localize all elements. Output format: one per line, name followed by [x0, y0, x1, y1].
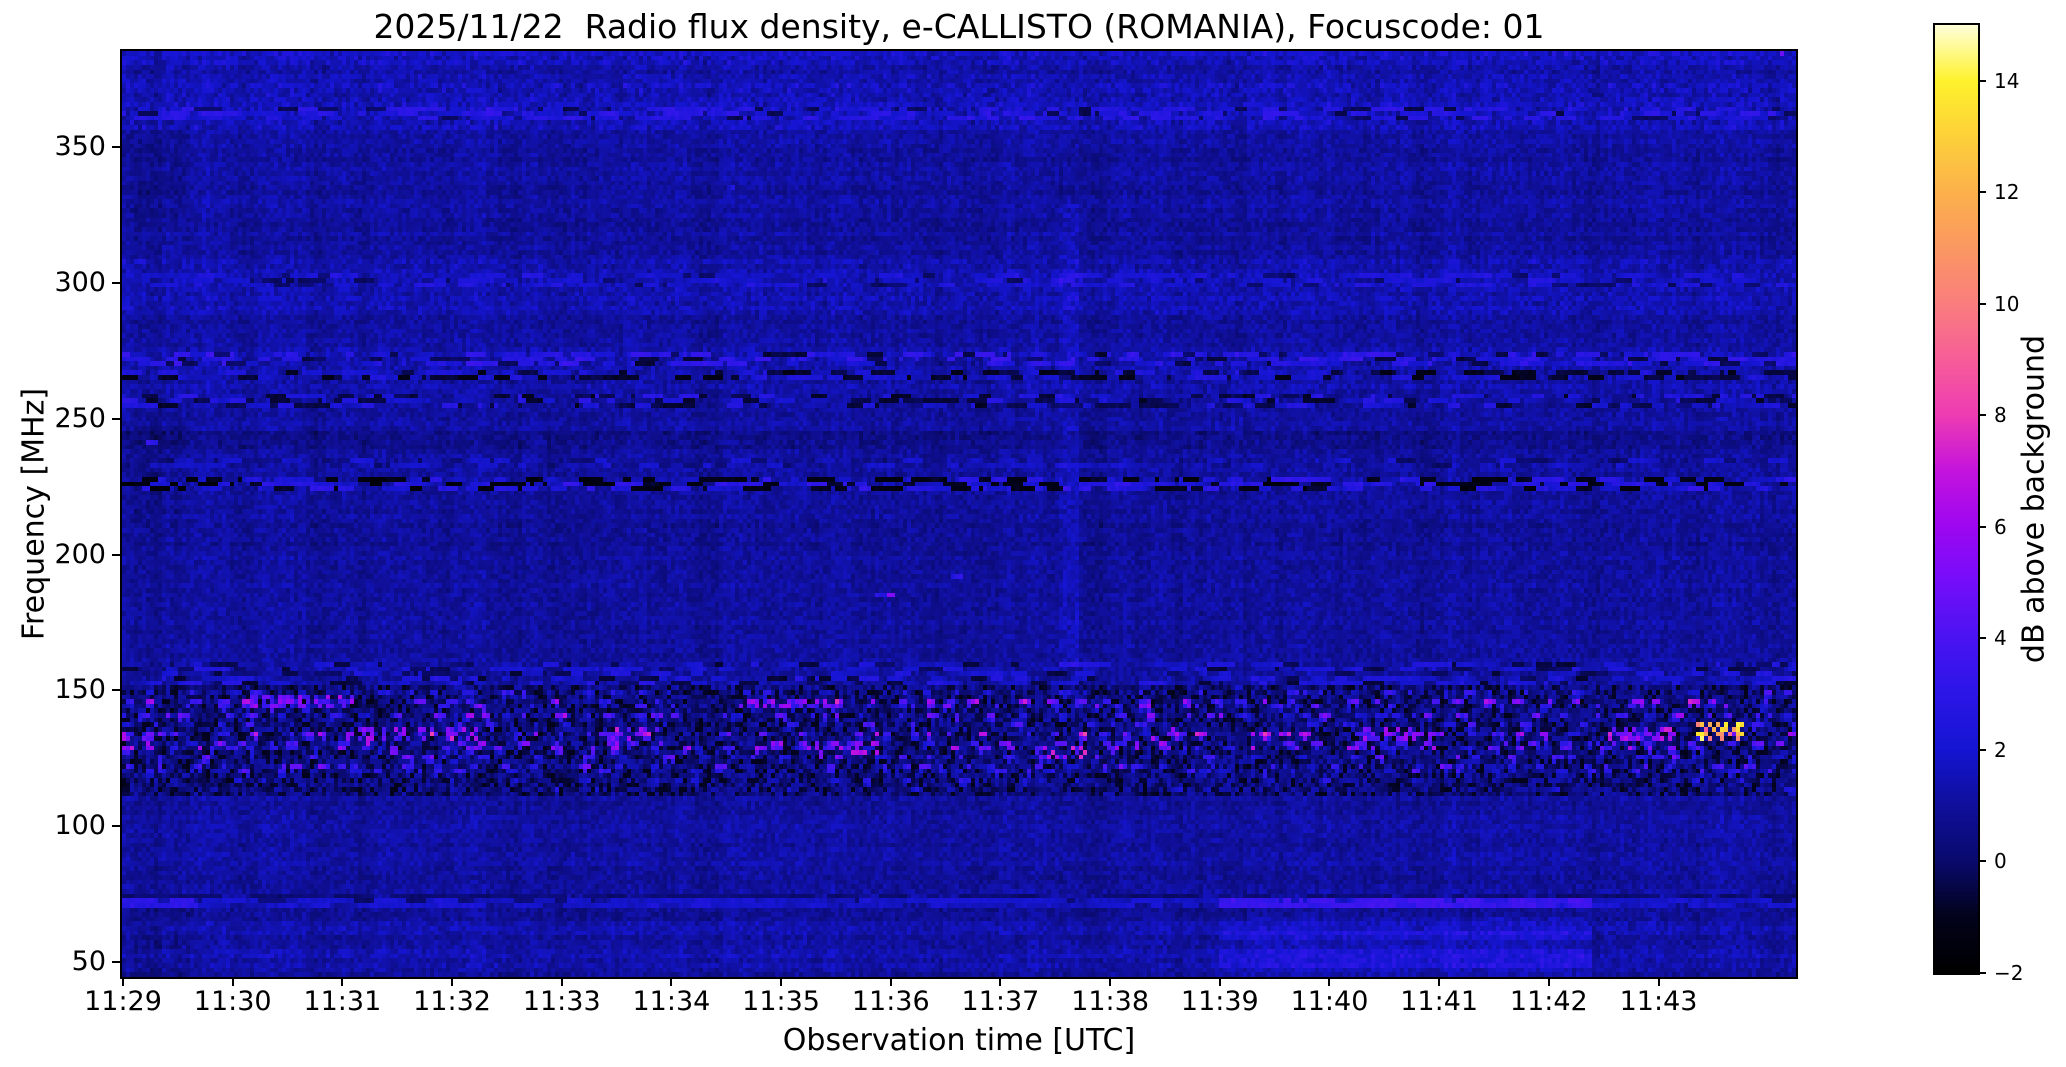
y-tick-mark: [112, 417, 122, 420]
colorbar-tick-mark: [1978, 79, 1986, 82]
x-tick-label: 11:30: [193, 986, 272, 1017]
x-tick-mark: [560, 977, 563, 986]
x-tick-mark: [1328, 977, 1331, 986]
y-tick-label: 200: [54, 538, 106, 570]
x-tick-label: 11:36: [851, 986, 930, 1017]
y-tick-mark: [112, 689, 122, 692]
x-tick-mark: [1657, 977, 1660, 986]
colorbar-axis-label: dB above background: [2016, 334, 2052, 664]
colorbar-tick-label: 2: [1994, 737, 2007, 762]
y-tick-mark: [112, 961, 122, 964]
x-tick-label: 11:29: [84, 986, 162, 1017]
colorbar-tick-mark: [1978, 860, 1986, 863]
y-tick-mark: [112, 146, 122, 149]
y-tick-mark: [112, 553, 122, 556]
colorbar-tick-mark: [1978, 525, 1986, 528]
x-tick-label: 11:39: [1180, 986, 1259, 1017]
colorbar-tick-mark: [1978, 637, 1986, 640]
y-tick-mark: [112, 281, 122, 284]
colorbar-tick-label: 6: [1994, 514, 2007, 539]
colorbar-tick-label: 4: [1994, 626, 2007, 651]
x-tick-mark: [1218, 977, 1221, 986]
y-tick-label: 50: [71, 946, 106, 978]
x-tick-mark: [122, 977, 124, 986]
colorbar-tick-label: 14: [1994, 68, 2020, 93]
x-tick-mark: [1109, 977, 1112, 986]
colorbar-tick-label: 0: [1994, 849, 2007, 874]
y-tick-label: 250: [54, 402, 106, 434]
colorbar-tick-mark: [1978, 972, 1986, 974]
x-tick-label: 11:33: [522, 986, 601, 1017]
y-tick-label: 350: [54, 131, 106, 163]
colorbar-tick-mark: [1978, 748, 1986, 751]
x-tick-label: 11:34: [632, 986, 711, 1017]
x-tick-label: 11:38: [1071, 986, 1150, 1017]
x-tick-mark: [341, 977, 344, 986]
x-tick-label: 11:37: [961, 986, 1040, 1017]
x-tick-mark: [231, 977, 234, 986]
x-axis-label: Observation time [UTC]: [782, 1023, 1136, 1058]
x-tick-mark: [1547, 977, 1550, 986]
y-tick-label: 100: [54, 810, 106, 842]
colorbar-tick-label: 12: [1994, 180, 2020, 205]
colorbar-gradient: [1935, 25, 1978, 973]
x-tick-label: 11:40: [1290, 986, 1369, 1017]
x-tick-label: 11:42: [1509, 986, 1588, 1017]
colorbar-tick-label: −2: [1994, 961, 2024, 985]
x-tick-label: 11:43: [1619, 986, 1698, 1017]
y-tick-mark: [112, 825, 122, 828]
colorbar-tick-label: 8: [1994, 403, 2007, 428]
x-tick-label: 11:35: [742, 986, 820, 1017]
colorbar-tick-mark: [1978, 414, 1986, 417]
x-tick-label: 11:41: [1400, 986, 1479, 1017]
spectrogram-heatmap: [122, 51, 1796, 977]
x-tick-label: 11:32: [413, 986, 491, 1017]
x-tick-mark: [1438, 977, 1441, 986]
x-tick-mark: [999, 977, 1002, 986]
x-tick-mark: [451, 977, 454, 986]
colorbar-tick-label: 10: [1994, 291, 2020, 316]
chart-title: 2025/11/22 Radio flux density, e-CALLIST…: [373, 7, 1545, 46]
x-tick-mark: [889, 977, 892, 986]
y-tick-label: 300: [54, 266, 106, 298]
x-tick-label: 11:31: [303, 986, 382, 1017]
colorbar-tick-mark: [1978, 191, 1986, 194]
x-tick-mark: [670, 977, 673, 986]
y-tick-label: 150: [54, 674, 106, 706]
x-tick-mark: [780, 977, 783, 986]
colorbar-tick-mark: [1978, 302, 1986, 305]
